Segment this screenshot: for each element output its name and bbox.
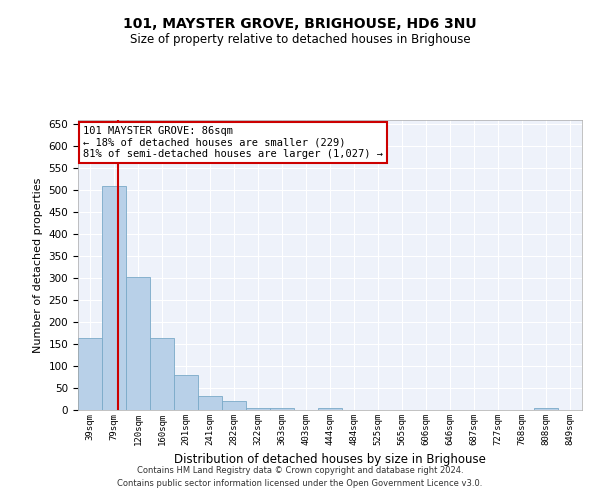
Text: 101, MAYSTER GROVE, BRIGHOUSE, HD6 3NU: 101, MAYSTER GROVE, BRIGHOUSE, HD6 3NU bbox=[123, 18, 477, 32]
Bar bbox=[534, 408, 558, 410]
Bar bbox=[246, 408, 270, 410]
Text: Size of property relative to detached houses in Brighouse: Size of property relative to detached ho… bbox=[130, 32, 470, 46]
Bar bbox=[102, 186, 126, 410]
Bar bbox=[174, 375, 198, 410]
Bar bbox=[150, 338, 174, 410]
Text: Contains HM Land Registry data © Crown copyright and database right 2024.
Contai: Contains HM Land Registry data © Crown c… bbox=[118, 466, 482, 487]
Bar bbox=[198, 396, 222, 410]
Bar bbox=[318, 408, 342, 410]
X-axis label: Distribution of detached houses by size in Brighouse: Distribution of detached houses by size … bbox=[174, 454, 486, 466]
Bar bbox=[78, 338, 102, 410]
Bar bbox=[222, 401, 246, 410]
Bar bbox=[126, 278, 150, 410]
Text: 101 MAYSTER GROVE: 86sqm
← 18% of detached houses are smaller (229)
81% of semi-: 101 MAYSTER GROVE: 86sqm ← 18% of detach… bbox=[83, 126, 383, 159]
Bar bbox=[270, 408, 294, 410]
Y-axis label: Number of detached properties: Number of detached properties bbox=[33, 178, 43, 352]
